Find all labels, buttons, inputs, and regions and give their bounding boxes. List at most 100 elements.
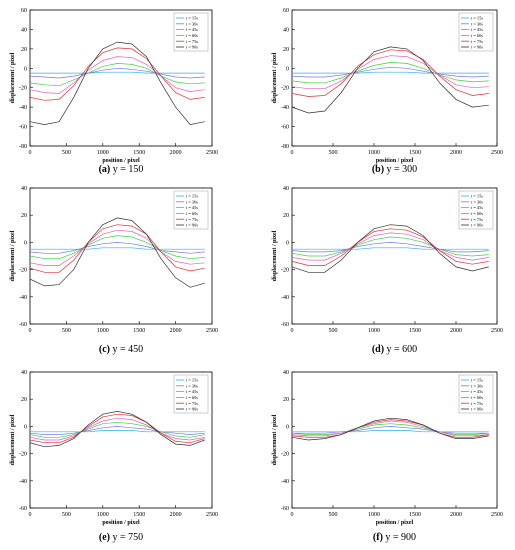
y-tick-label: -20: [281, 268, 289, 274]
y-tick-label: -20: [19, 268, 27, 274]
series-line: [30, 41, 205, 125]
series-line: [30, 411, 205, 448]
series-line: [30, 71, 205, 74]
x-tick-label: 2500: [491, 512, 503, 518]
x-tick-label: 2000: [450, 512, 462, 518]
y-tick-label: -40: [19, 105, 27, 111]
plot-frame: [29, 187, 213, 325]
legend-label: t = 90s: [471, 223, 483, 228]
y-tick-label: -40: [19, 479, 27, 485]
series-line: [292, 71, 489, 74]
chart-caption: (f) y = 900: [373, 532, 416, 543]
legend-label: t = 75s: [186, 39, 198, 44]
x-tick-label: 500: [62, 512, 71, 518]
legend-label: t = 45s: [471, 27, 483, 32]
y-axis-label: displacement / pixel: [10, 414, 16, 465]
y-tick-label: -60: [19, 506, 27, 512]
legend-label: t = 60s: [471, 395, 483, 400]
series-line: [292, 420, 489, 437]
legend-label: t = 45s: [186, 389, 198, 394]
y-tick-label: 0: [24, 240, 27, 246]
chart-caption: (a) y = 150: [99, 164, 144, 175]
legend-box: [458, 374, 494, 414]
caption-text: y = 450: [110, 344, 143, 355]
x-tick-label: 1500: [133, 328, 145, 334]
x-tick-label: 1500: [133, 512, 145, 518]
x-tick-label: 500: [62, 328, 71, 334]
y-tick-label: 40: [21, 27, 27, 33]
series-line: [30, 426, 205, 435]
y-axis-label: displacement / pixel: [272, 414, 278, 465]
plot-frame: [291, 371, 498, 509]
series-line: [292, 430, 489, 433]
x-tick-label: 2000: [170, 150, 182, 156]
legend-label: t = 90s: [471, 407, 483, 412]
legend-label: t = 75s: [186, 217, 198, 222]
legend-label: t = 90s: [471, 45, 483, 50]
legend-label: t = 60s: [186, 395, 198, 400]
y-tick-label: -80: [19, 144, 27, 150]
legend-label: t = 45s: [186, 27, 198, 32]
legend-label: t = 60s: [471, 211, 483, 216]
caption-text: y = 750: [110, 532, 143, 543]
legend-label: t = 30s: [186, 21, 198, 26]
plot-frame: [29, 9, 213, 147]
legend-label: t = 30s: [471, 21, 483, 26]
x-tick-label: 500: [329, 150, 338, 156]
series-line: [292, 55, 489, 90]
y-tick-label: -60: [19, 125, 27, 131]
x-tick-label: 2500: [206, 328, 218, 334]
series-line: [292, 228, 489, 266]
y-tick-label: 20: [21, 213, 27, 219]
series-line: [30, 67, 205, 79]
x-tick-label: 500: [329, 512, 338, 518]
x-tick-label: 2000: [170, 328, 182, 334]
y-tick-label: -40: [281, 295, 289, 301]
x-tick-label: 2500: [491, 328, 503, 334]
legend-box: [173, 374, 209, 414]
series-line: [30, 229, 205, 266]
y-tick-label: 0: [286, 66, 289, 72]
series-line: [30, 247, 205, 250]
legend-label: t = 30s: [186, 383, 198, 388]
legend-label: t = 15s: [186, 16, 198, 21]
legend-label: t = 15s: [471, 378, 483, 383]
series-line: [30, 217, 205, 288]
series-line: [30, 421, 205, 438]
y-axis-label: displacement / pixel: [272, 230, 278, 281]
y-tick-label: 0: [286, 240, 289, 246]
legend-label: t = 60s: [471, 33, 483, 38]
x-tick-label: 500: [62, 150, 71, 156]
series-line: [292, 66, 489, 78]
series-line: [292, 423, 489, 435]
legend-label: t = 90s: [186, 407, 198, 412]
y-tick-label: -80: [281, 144, 289, 150]
y-tick-label: -40: [19, 295, 27, 301]
x-tick-label: 1000: [97, 512, 109, 518]
x-tick-label: 1500: [409, 328, 421, 334]
x-tick-label: 500: [329, 328, 338, 334]
caption-letter: (f): [373, 532, 383, 543]
chart-panel: 0 500 1000 1500 2000 2500 -60 -40 -20 0 20 40 positi…: [272, 370, 503, 543]
chart-panel: 0 500 1000 1500 2000 2500 -80 -60 -40 -20 0 20 40 60 p…: [10, 8, 218, 175]
caption-text: y = 150: [110, 164, 143, 175]
x-axis-label: position / pixel: [102, 520, 140, 526]
x-tick-label: 0: [29, 512, 32, 518]
x-tick-label: 0: [291, 328, 294, 334]
legend-label: t = 90s: [186, 45, 198, 50]
chart-caption: (b) y = 300: [372, 164, 417, 175]
legend-box: [173, 190, 209, 230]
series-line: [292, 426, 489, 434]
series-line: [30, 47, 205, 101]
series-line: [292, 247, 489, 250]
y-tick-label: -20: [281, 452, 289, 458]
plot-frame: [291, 9, 498, 147]
x-tick-label: 2000: [450, 328, 462, 334]
caption-letter: (e): [99, 532, 110, 543]
legend-label: t = 75s: [471, 39, 483, 44]
series-line: [30, 224, 205, 273]
chart-panel: 0 500 1000 1500 2000 2500 -60 -40 -20 0 20 40 positi…: [10, 370, 218, 543]
y-tick-label: -60: [281, 506, 289, 512]
caption-text: y = 300: [384, 164, 417, 175]
